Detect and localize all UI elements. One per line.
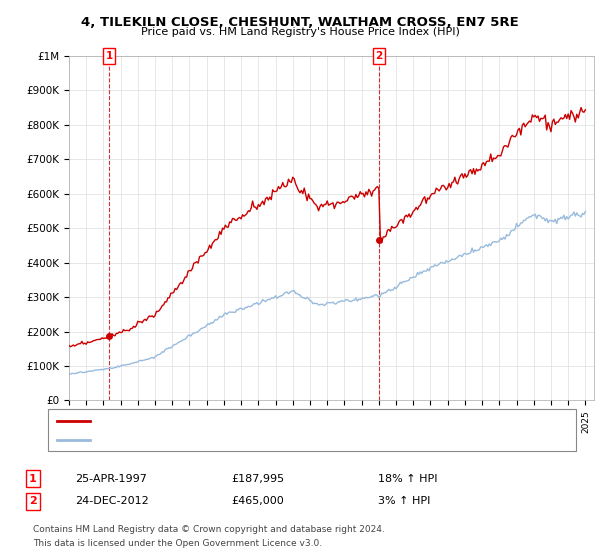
Text: 4, TILEKILN CLOSE, CHESHUNT, WALTHAM CROSS, EN7 5RE (detached house): 4, TILEKILN CLOSE, CHESHUNT, WALTHAM CRO… (96, 416, 475, 426)
Text: Contains HM Land Registry data © Crown copyright and database right 2024.: Contains HM Land Registry data © Crown c… (33, 525, 385, 534)
Point (374, 236, 383, 245)
Text: 2: 2 (375, 51, 382, 61)
Text: 24-DEC-2012: 24-DEC-2012 (75, 496, 149, 506)
Text: 1: 1 (106, 51, 113, 61)
Text: HPI: Average price, detached house, Broxbourne: HPI: Average price, detached house, Brox… (96, 435, 333, 445)
Text: 3% ↑ HPI: 3% ↑ HPI (378, 496, 430, 506)
Text: 2: 2 (29, 496, 37, 506)
Text: This data is licensed under the Open Government Licence v3.0.: This data is licensed under the Open Gov… (33, 539, 322, 548)
Text: £465,000: £465,000 (231, 496, 284, 506)
Text: £187,995: £187,995 (231, 474, 284, 484)
Text: 1: 1 (29, 474, 37, 484)
Text: 18% ↑ HPI: 18% ↑ HPI (378, 474, 437, 484)
Text: Price paid vs. HM Land Registry's House Price Index (HPI): Price paid vs. HM Land Registry's House … (140, 27, 460, 37)
Text: 25-APR-1997: 25-APR-1997 (75, 474, 147, 484)
Point (104, 331, 114, 340)
Text: 4, TILEKILN CLOSE, CHESHUNT, WALTHAM CROSS, EN7 5RE: 4, TILEKILN CLOSE, CHESHUNT, WALTHAM CRO… (81, 16, 519, 29)
